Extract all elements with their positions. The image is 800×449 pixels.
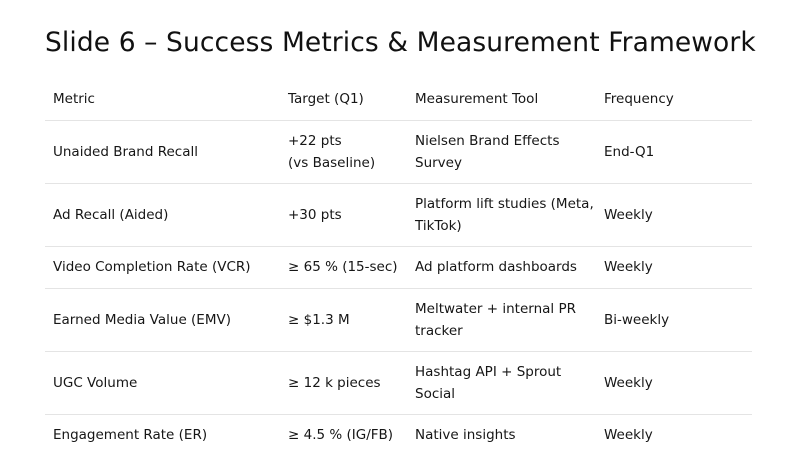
metric-cell: Engagement Rate (ER) [53, 427, 208, 444]
target-cell: ≥ 12 k pieces [288, 374, 381, 391]
table-header-row: Metric Target (Q1) Measurement Tool Freq… [45, 78, 752, 120]
column-header-metric: Metric [53, 90, 95, 107]
tool-line: Nielsen Brand Effects [415, 132, 560, 149]
metric-cell: Unaided Brand Recall [53, 143, 198, 160]
target-cell: ≥ $1.3 M [288, 311, 350, 328]
frequency-cell: Weekly [604, 259, 653, 275]
metrics-table: Metric Target (Q1) Measurement Tool Freq… [45, 78, 752, 449]
slide-title: Slide 6 – Success Metrics & Measurement … [45, 27, 756, 58]
column-header-target: Target (Q1) [288, 90, 364, 107]
table-row: Video Completion Rate (VCR) ≥ 65 % (15-s… [45, 246, 752, 288]
tool-line: TikTok) [415, 217, 462, 234]
tool-cell: Meltwater + internal PR tracker [407, 288, 596, 351]
tool-line: Hashtag API + Sprout [415, 363, 562, 380]
table-row: Unaided Brand Recall +22 pts (vs Baselin… [45, 120, 752, 183]
column-header-measurement-tool: Measurement Tool [415, 90, 539, 107]
column-header-frequency: Frequency [604, 90, 674, 107]
table-row: Earned Media Value (EMV) ≥ $1.3 M Meltwa… [45, 288, 752, 351]
target-cell: +22 pts (vs Baseline) [280, 120, 407, 183]
tool-line: Platform lift studies (Meta, [415, 195, 594, 212]
table-row: Engagement Rate (ER) ≥ 4.5 % (IG/FB) Nat… [45, 414, 752, 449]
target-line: (vs Baseline) [288, 154, 376, 171]
metric-cell: UGC Volume [53, 374, 138, 391]
frequency-cell: End-Q1 [604, 143, 655, 160]
tool-line: Survey [415, 154, 462, 171]
target-cell: +30 pts [288, 206, 342, 223]
frequency-cell: Bi-weekly [604, 311, 670, 328]
table-row: Ad Recall (Aided) +30 pts Platform lift … [45, 183, 752, 246]
tool-line: Meltwater + internal PR [415, 300, 576, 317]
metric-cell: Earned Media Value (EMV) [53, 311, 231, 328]
tool-cell: Platform lift studies (Meta, TikTok) [407, 183, 596, 246]
frequency-cell: Weekly [604, 206, 653, 223]
frequency-cell: Weekly [604, 427, 653, 444]
target-line: +22 pts [288, 132, 342, 149]
target-cell: ≥ 4.5 % (IG/FB) [288, 427, 394, 444]
table-row: UGC Volume ≥ 12 k pieces Hashtag API + S… [45, 351, 752, 414]
tool-cell: Nielsen Brand Effects Survey [407, 120, 596, 183]
tool-line: Social [415, 385, 456, 402]
tool-line: tracker [415, 322, 463, 339]
frequency-cell: Weekly [604, 374, 653, 391]
tool-cell: Ad platform dashboards [415, 259, 577, 275]
metric-cell: Ad Recall (Aided) [53, 206, 169, 223]
tool-cell: Native insights [415, 427, 516, 444]
metric-cell: Video Completion Rate (VCR) [53, 259, 251, 275]
tool-cell: Hashtag API + Sprout Social [407, 351, 596, 414]
target-cell: ≥ 65 % (15-sec) [288, 259, 398, 275]
